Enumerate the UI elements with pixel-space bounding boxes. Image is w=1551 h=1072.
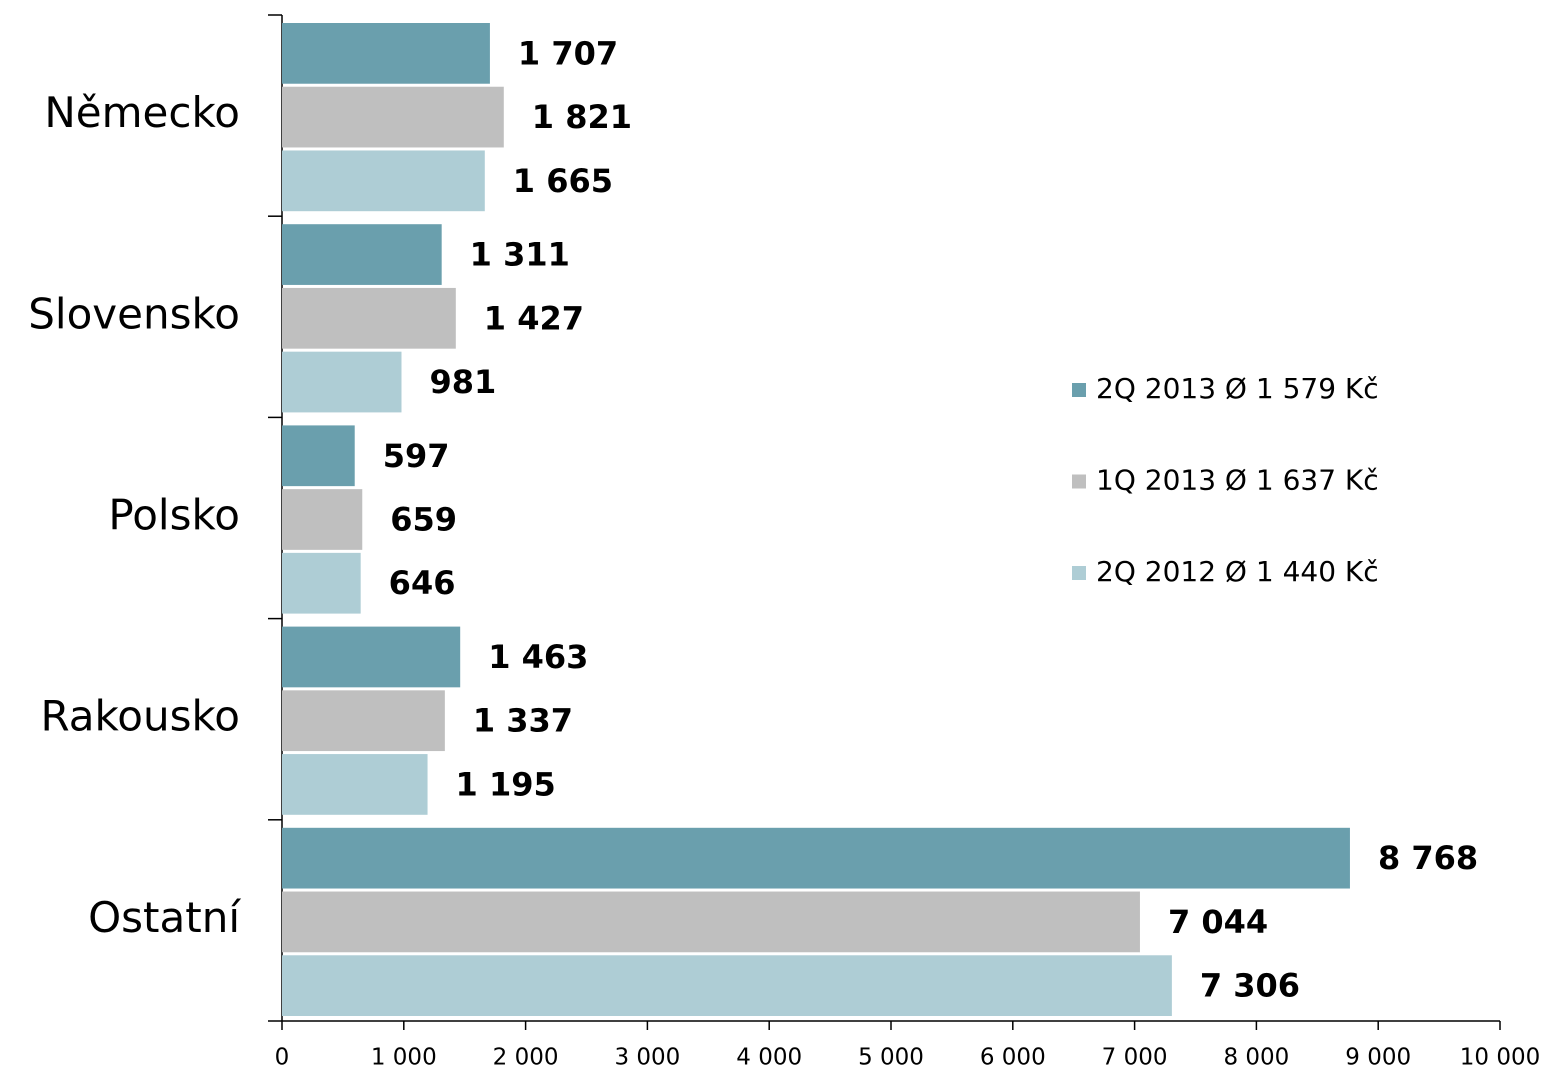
legend-swatch — [1072, 474, 1086, 489]
x-tick-label: 0 — [275, 1045, 290, 1071]
bar — [282, 351, 402, 413]
value-label: 1 463 — [488, 638, 588, 676]
x-tick-label: 4 000 — [736, 1045, 802, 1071]
value-label: 1 427 — [484, 299, 584, 337]
x-tick-label: 10 000 — [1460, 1045, 1540, 1071]
value-label: 646 — [389, 564, 456, 602]
bar — [282, 287, 456, 349]
value-label: 8 768 — [1378, 839, 1478, 877]
category-label: Rakousko — [40, 692, 240, 741]
x-tick-label: 6 000 — [980, 1045, 1046, 1071]
value-label: 597 — [383, 437, 450, 475]
value-label: 7 044 — [1168, 903, 1268, 941]
bar — [282, 552, 361, 614]
bar — [282, 150, 485, 212]
value-label: 1 821 — [532, 98, 632, 136]
bar — [282, 690, 445, 752]
bar — [282, 86, 504, 148]
bar — [282, 754, 428, 815]
category-label: Polsko — [108, 491, 240, 540]
value-label: 1 665 — [513, 162, 613, 200]
legend-label: 2Q 2012 Ø 1 440 Kč — [1096, 555, 1379, 588]
x-tick-label: 1 000 — [371, 1045, 437, 1071]
value-label: 7 306 — [1200, 967, 1300, 1005]
x-tick-label: 5 000 — [858, 1045, 924, 1071]
legend-swatch — [1072, 383, 1086, 397]
x-tick-label: 2 000 — [493, 1045, 559, 1071]
value-label: 1 707 — [518, 34, 618, 72]
value-label: 659 — [390, 501, 457, 539]
x-tick-label: 9 000 — [1345, 1045, 1411, 1071]
bar — [282, 224, 442, 285]
value-label: 1 195 — [456, 765, 556, 803]
x-tick-label: 7 000 — [1102, 1045, 1168, 1071]
category-label: Ostatní — [88, 893, 241, 942]
value-label: 1 311 — [470, 236, 570, 274]
legend-label: 2Q 2013 Ø 1 579 Kč — [1096, 372, 1379, 405]
x-tick-label: 8 000 — [1223, 1045, 1289, 1071]
legend-swatch — [1072, 566, 1086, 580]
bar — [282, 425, 355, 487]
value-label: 1 337 — [473, 702, 573, 740]
legend-label: 1Q 2013 Ø 1 637 Kč — [1096, 464, 1379, 497]
bar — [282, 626, 461, 688]
bar — [282, 891, 1140, 953]
value-label: 981 — [429, 363, 496, 401]
category-label: Německo — [44, 88, 240, 137]
bar — [282, 489, 363, 550]
x-tick-label: 3 000 — [614, 1045, 680, 1071]
bar — [282, 827, 1350, 889]
category-label: Slovensko — [28, 289, 240, 338]
bar — [282, 23, 490, 84]
bar — [282, 955, 1172, 1016]
